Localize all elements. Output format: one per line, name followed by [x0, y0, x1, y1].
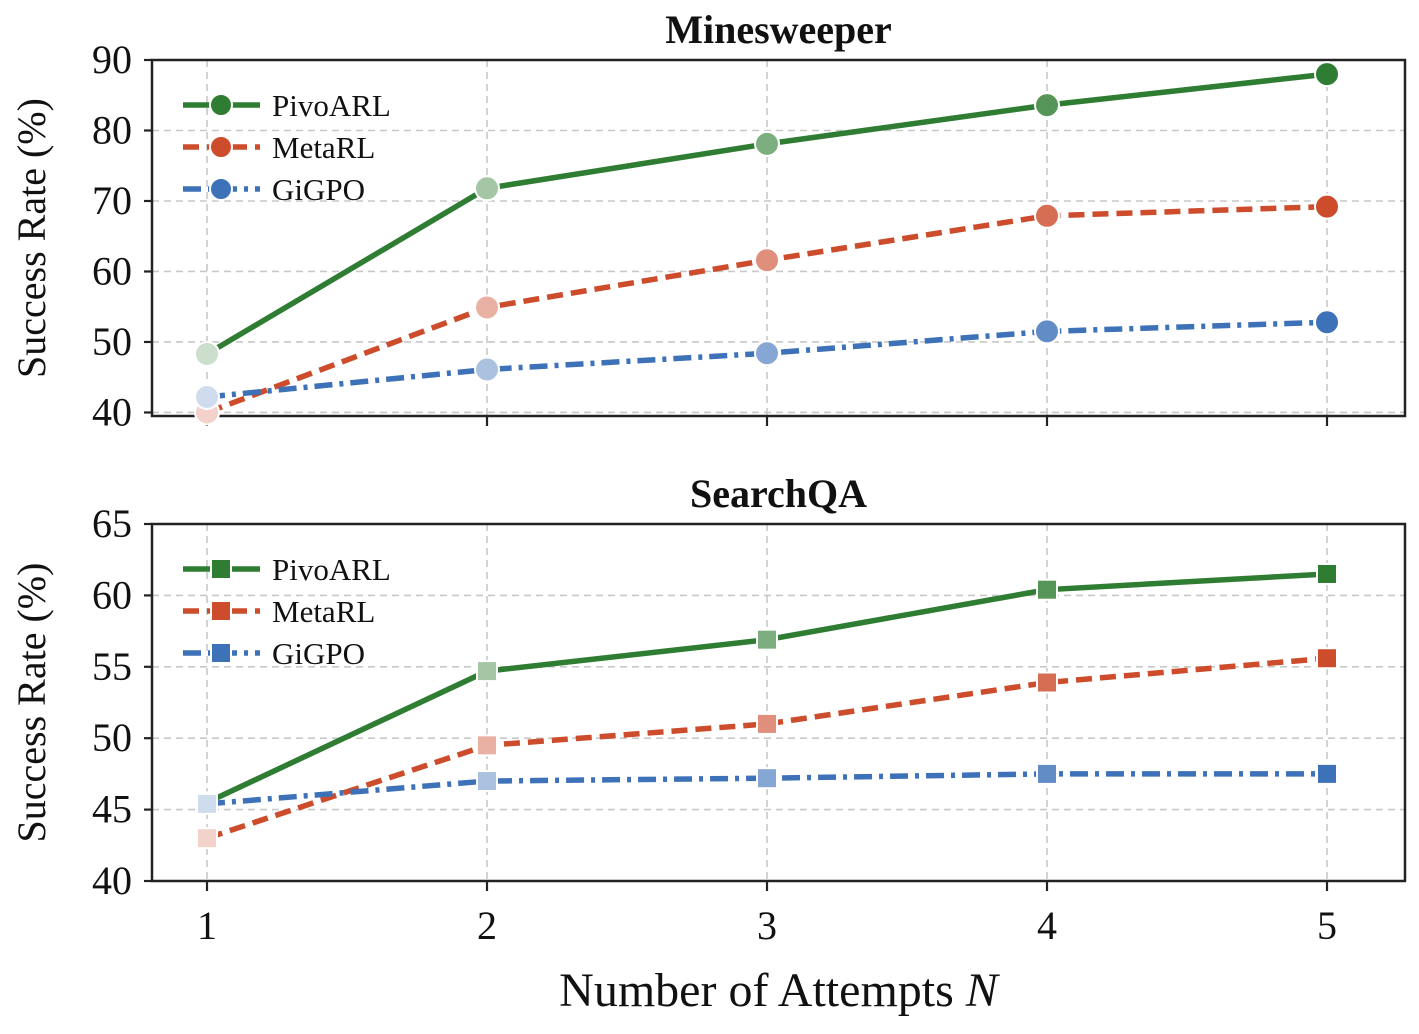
y-tick-label: 45: [92, 787, 132, 832]
data-point: [196, 827, 218, 850]
series-line: [206, 771, 1327, 807]
legend-marker: [210, 642, 232, 664]
x-tick-label: 2: [477, 903, 497, 948]
legend-marker: [210, 600, 232, 622]
series-metarl: [196, 647, 1338, 850]
data-point: [1036, 671, 1058, 694]
y-axis-label: Success Rate (%): [9, 98, 54, 378]
x-axis-label: Number of Attempts N: [559, 964, 1001, 1017]
data-point: [1314, 193, 1340, 220]
plot-frame: [150, 522, 1407, 883]
data-point: [1316, 562, 1338, 585]
legend-marker: [209, 135, 233, 159]
data-point: [756, 712, 778, 735]
data-point: [1314, 61, 1340, 88]
y-tick-label: 90: [92, 37, 132, 82]
series-metarl: [194, 193, 1340, 426]
data-point: [474, 356, 500, 383]
legend-marker: [210, 558, 232, 580]
data-point: [194, 383, 220, 410]
legend-label: PivoARL: [272, 552, 391, 587]
data-point: [756, 767, 778, 790]
legend-label: MetaRL: [272, 130, 375, 165]
legend-marker: [209, 93, 233, 117]
data-point: [1036, 578, 1058, 601]
data-point: [754, 247, 780, 274]
series-line: [206, 203, 1328, 416]
data-point: [756, 628, 778, 651]
data-point: [1036, 762, 1058, 785]
data-point: [194, 340, 220, 367]
series-line: [206, 319, 1328, 400]
x-tick-label: 4: [1037, 903, 1057, 948]
y-tick-label: 50: [92, 319, 132, 364]
data-point: [476, 734, 498, 757]
y-tick-label: 60: [92, 248, 132, 293]
data-point: [474, 175, 500, 202]
y-tick-label: 40: [92, 389, 132, 434]
data-point: [476, 660, 498, 683]
legend-label: MetaRL: [272, 594, 375, 629]
data-point: [476, 770, 498, 793]
data-point: [1034, 318, 1060, 345]
data-point: [754, 130, 780, 157]
y-tick-label: 70: [92, 178, 132, 223]
y-tick-label: 55: [92, 644, 132, 689]
y-tick-label: 60: [92, 572, 132, 617]
y-tick-label: 65: [92, 501, 132, 546]
y-tick-label: 80: [92, 107, 132, 152]
data-point: [1316, 762, 1338, 785]
data-point: [1314, 309, 1340, 336]
y-tick-label: 50: [92, 715, 132, 760]
y-tick-label: 40: [92, 858, 132, 903]
plot-frame: [150, 58, 1407, 418]
x-tick-label: 5: [1317, 903, 1337, 948]
legend-marker: [209, 177, 233, 201]
legend: PivoARL MetaRL GiGPO: [183, 552, 391, 671]
x-tick-label: 1: [197, 903, 217, 948]
series-gigpo: [194, 309, 1340, 410]
legend-label: GiGPO: [272, 636, 365, 671]
data-point: [474, 294, 500, 321]
data-point: [754, 340, 780, 367]
panel-title: SearchQA: [690, 471, 867, 516]
x-tick-label: 3: [757, 903, 777, 948]
y-axis-label: Success Rate (%): [9, 563, 54, 843]
chart-panel-1: 40 50 60 70 80 90 Minesweeper Success Rate (%) P…: [9, 7, 1407, 434]
legend-label: GiGPO: [272, 172, 365, 207]
data-point: [196, 792, 218, 815]
series-pivoarl: [194, 61, 1340, 367]
series-line: [206, 655, 1328, 841]
panel-title: Minesweeper: [665, 7, 892, 52]
data-point: [1034, 92, 1060, 119]
data-point: [1034, 202, 1060, 229]
legend: PivoARL MetaRL GiGPO: [183, 88, 391, 207]
legend-label: PivoARL: [272, 88, 391, 123]
data-point: [1316, 647, 1338, 670]
series-gigpo: [196, 762, 1338, 815]
